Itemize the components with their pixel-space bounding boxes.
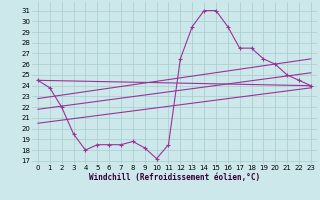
X-axis label: Windchill (Refroidissement éolien,°C): Windchill (Refroidissement éolien,°C) <box>89 173 260 182</box>
